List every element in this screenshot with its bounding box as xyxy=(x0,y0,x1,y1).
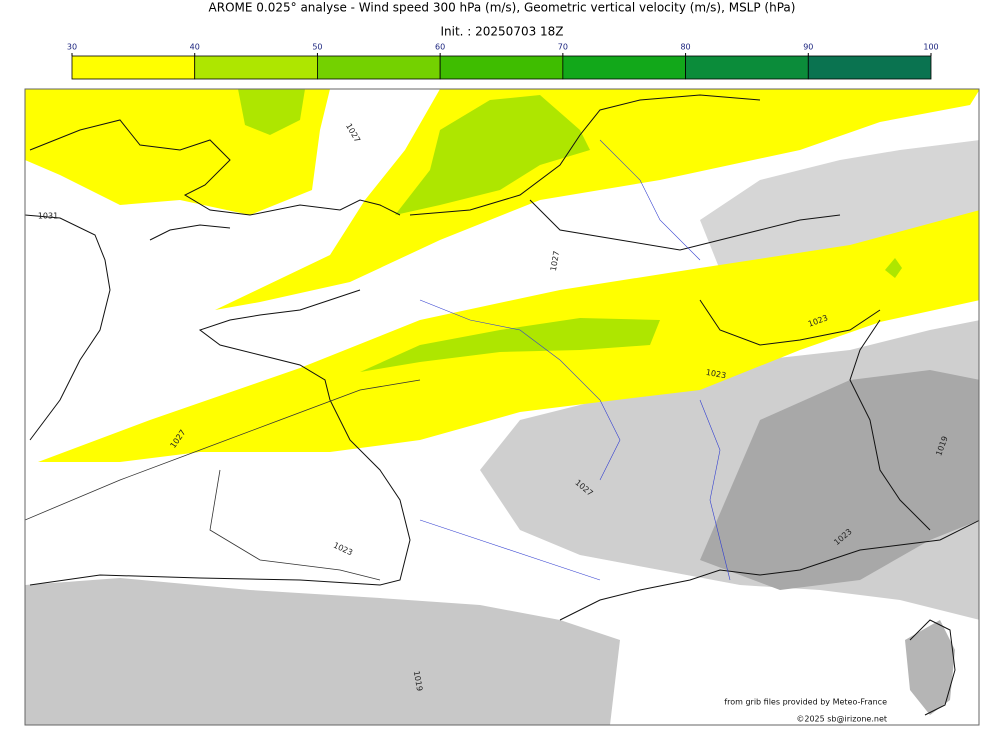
river xyxy=(599,139,701,261)
coastline xyxy=(29,119,401,216)
colorbar-segment xyxy=(71,55,196,80)
colorbar-segment xyxy=(562,55,686,80)
river xyxy=(419,519,601,581)
terrain xyxy=(25,578,620,725)
coastline xyxy=(909,619,956,716)
colorbar-tick-label: 40 xyxy=(190,43,200,52)
terrain xyxy=(700,370,979,590)
colorbar-segment xyxy=(807,55,932,80)
isobar xyxy=(209,469,381,581)
map: 1031 1027 1027 1023 1023 1027 1023 1027 … xyxy=(24,88,980,726)
map-frame xyxy=(24,88,980,726)
isobar-label: 1023 xyxy=(705,368,727,380)
title: AROME 0.025° analyse - Wind speed 300 hP… xyxy=(209,1,796,15)
isobar xyxy=(25,379,421,521)
colorbar-tick-label: 90 xyxy=(803,43,813,52)
subtitle: Init. : 20250703 18Z xyxy=(440,25,563,39)
colorbar-segment xyxy=(685,55,809,80)
credit: from grib files provided by Meteo-France xyxy=(724,698,887,707)
colorbar-tick-label: 70 xyxy=(558,43,568,52)
border xyxy=(849,319,931,531)
colorbar-tick-label: 50 xyxy=(312,43,322,52)
colorbar-tick-label: 100 xyxy=(923,43,938,52)
colorbar-tick-label: 30 xyxy=(67,43,77,52)
wind-area xyxy=(885,258,902,278)
colorbar-tick-label: 60 xyxy=(435,43,445,52)
isobar-label: 1031 xyxy=(38,212,58,221)
colorbar-segment xyxy=(317,55,441,80)
coastline xyxy=(29,289,411,586)
wind-area xyxy=(215,89,979,310)
wind-area xyxy=(395,95,590,215)
border xyxy=(699,299,881,346)
colorbar-segment xyxy=(194,55,318,80)
coastline xyxy=(149,224,231,241)
colorbar-tick-label: 80 xyxy=(680,43,690,52)
colorbar-segment xyxy=(439,55,564,80)
border xyxy=(529,199,841,251)
river xyxy=(699,399,731,581)
terrain xyxy=(905,620,955,715)
river xyxy=(419,299,621,481)
coastline xyxy=(559,519,979,621)
isobar-label: 1019 xyxy=(412,670,424,692)
isobar-label: 1027 xyxy=(549,250,561,272)
credit: ©2025 sb@irizone.net xyxy=(796,715,887,724)
wind-area xyxy=(238,89,305,135)
isobar xyxy=(25,214,111,441)
coastline xyxy=(409,94,761,216)
wind-area xyxy=(360,318,660,372)
colorbar: 30 40 50 60 70 80 90 100 xyxy=(67,43,939,80)
